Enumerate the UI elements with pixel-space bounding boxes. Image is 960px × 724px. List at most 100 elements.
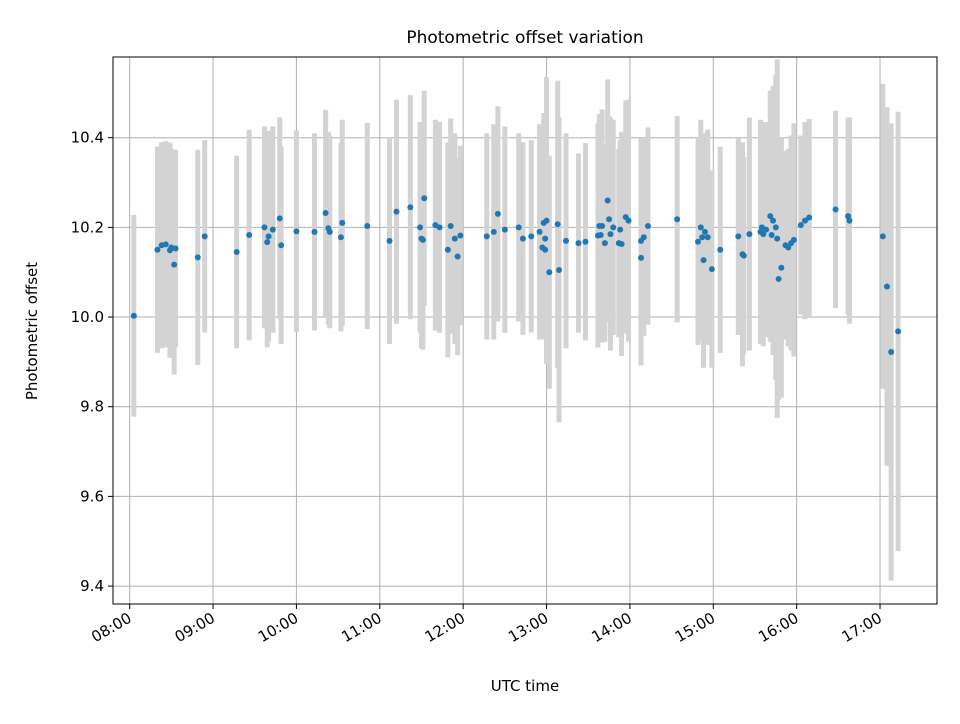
data-point [697,224,704,231]
data-point [421,195,428,202]
y-axis-ticks: 9.4 9.6 9.8 10.0 10.2 10.4 [71,129,113,595]
data-point [770,217,777,224]
data-points [130,195,902,356]
data-point [194,254,201,261]
data-point [797,222,804,229]
data-point [536,228,543,235]
data-point [265,233,272,240]
data-point [895,328,902,335]
data-point [278,242,285,249]
data-point [444,246,451,253]
data-point [846,217,853,224]
data-point [607,231,614,238]
data-point [617,226,624,233]
data-point [407,204,414,211]
data-point [417,224,424,231]
data-point [261,224,268,231]
data-point [311,228,318,235]
data-point [775,275,782,282]
data-point [519,235,526,242]
y-tick-label: 10.4 [71,129,104,147]
data-point [339,219,346,226]
data-point [801,217,808,224]
data-point [708,266,715,273]
y-tick-label: 9.6 [80,487,104,505]
y-axis-label: Photometric offset [23,262,41,400]
data-point [483,233,490,240]
data-point [528,233,535,240]
data-point [790,236,797,243]
x-axis-label: UTC time [491,677,559,695]
data-point [171,261,178,268]
data-point [575,240,582,247]
data-point [763,226,770,233]
data-point [772,224,779,231]
data-point [610,224,617,231]
y-tick-label: 9.4 [80,577,104,595]
data-point [554,221,561,228]
data-point [326,228,333,235]
data-point [700,257,707,264]
data-point [436,224,443,231]
chart-title: Photometric offset variation [406,28,643,48]
data-point [888,349,895,356]
data-point [883,283,890,290]
data-point [767,213,774,220]
data-point [597,231,604,238]
plot-frame [112,56,938,605]
data-point [419,236,426,243]
data-point [451,235,458,242]
data-point [447,223,454,230]
data-point [879,233,886,240]
data-point [454,253,461,260]
data-point [293,228,300,235]
data-point [201,233,208,240]
data-point [582,238,589,245]
data-point [457,232,464,239]
data-point [601,240,608,247]
data-point [130,312,137,319]
data-point [644,223,651,230]
data-point [322,210,329,217]
data-point [785,244,792,251]
data-point [717,246,724,253]
data-point [768,231,775,238]
data-point [393,208,400,215]
data-point [760,231,767,238]
data-point [674,216,681,223]
data-point [276,215,283,222]
data-point [638,254,645,261]
data-point [704,234,711,241]
y-tick-label: 10.0 [71,308,104,326]
data-point [778,264,785,271]
data-point [806,214,813,221]
data-point [625,217,632,224]
data-point [501,226,508,233]
data-point [246,231,253,238]
data-point [337,234,344,241]
data-point [618,240,625,247]
data-point [233,249,240,256]
data-point [604,197,611,204]
data-point [515,224,522,231]
data-point [543,217,550,224]
data-point [701,228,708,235]
data-point [694,238,701,245]
data-point [494,210,501,217]
y-tick-label: 9.8 [80,398,104,416]
data-point [172,245,179,252]
data-point [546,269,553,276]
data-point [542,246,549,253]
data-point [542,235,549,242]
data-point [562,237,569,244]
y-tick-label: 10.2 [71,218,104,236]
data-point [264,239,271,246]
data-point [606,216,613,223]
data-point [640,234,647,241]
data-point [832,206,839,213]
data-point [386,237,393,244]
data-point [599,223,606,230]
data-point [490,228,497,235]
